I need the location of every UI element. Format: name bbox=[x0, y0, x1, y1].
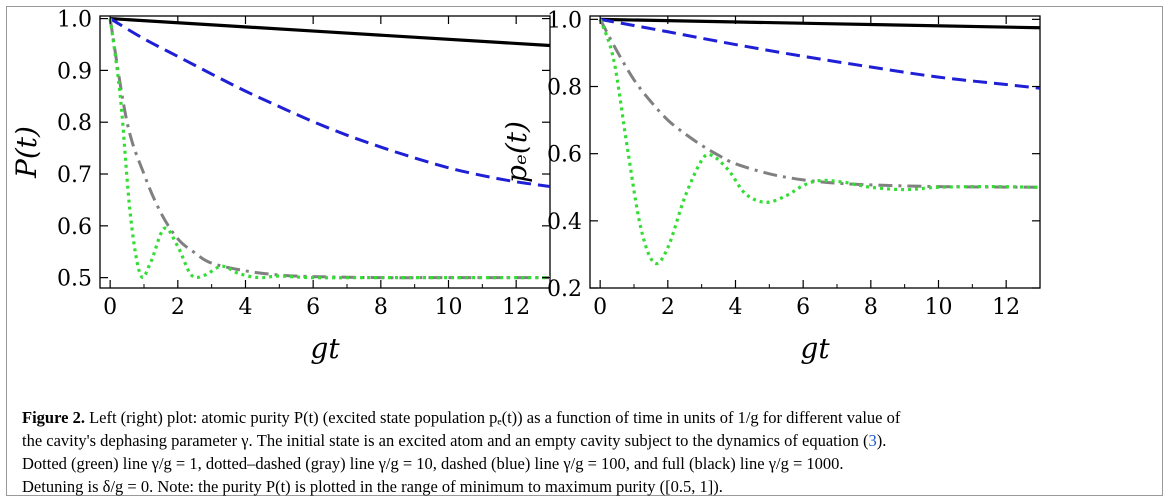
x-tick-label: 0 bbox=[593, 295, 607, 320]
series-line-dashed bbox=[109, 17, 550, 188]
x-tick-label: 4 bbox=[238, 295, 252, 320]
x-tick-label: 8 bbox=[374, 295, 388, 320]
x-tick-label: 12 bbox=[992, 295, 1020, 320]
caption-label: Figure 2. bbox=[22, 408, 85, 427]
x-tick-label: 10 bbox=[924, 295, 952, 320]
x-tick-label: 2 bbox=[171, 295, 185, 320]
series-line-dotted bbox=[108, 18, 550, 280]
x-tick-label: 0 bbox=[103, 295, 117, 320]
x-tick-label: 10 bbox=[434, 295, 462, 320]
x-tick-label: 6 bbox=[796, 295, 810, 320]
y-tick-label: 0.6 bbox=[547, 143, 582, 168]
y-tick-label: 1.0 bbox=[57, 8, 92, 33]
series-line-dotted bbox=[598, 18, 1040, 266]
series-line-solid bbox=[600, 17, 1040, 30]
series-line-dashed bbox=[599, 17, 1040, 90]
plot-frame bbox=[589, 15, 1041, 289]
y-tick-label: 0.7 bbox=[57, 163, 92, 188]
y-tick-label: 0.4 bbox=[547, 210, 582, 235]
figure-frame bbox=[6, 6, 1163, 496]
x-tick-label: 4 bbox=[728, 295, 742, 320]
figure-caption: Figure 2. Left (right) plot: atomic puri… bbox=[22, 406, 1147, 498]
x-axis-label: gt bbox=[800, 332, 830, 365]
y-tick-label: 0.8 bbox=[57, 111, 92, 136]
y-axis-label: pₑ(t) bbox=[500, 121, 533, 183]
caption-line-2: the cavity's dephasing parameter γ. The … bbox=[22, 429, 1147, 452]
caption-line-1: Figure 2. Left (right) plot: atomic puri… bbox=[22, 406, 1147, 429]
x-tick-label: 2 bbox=[661, 295, 675, 320]
y-axis-label: P(t) bbox=[10, 126, 43, 179]
y-tick-label: 0.8 bbox=[547, 76, 582, 101]
left-plot: 0 2 4 6 8 10 12 0.5 0.6 0.7 0.8 0.9 1.0 gt P(t) bbox=[10, 8, 551, 365]
x-axis-label: gt bbox=[310, 332, 340, 365]
series-line-dashdot bbox=[108, 18, 550, 280]
caption-text-2b: ). bbox=[876, 431, 887, 450]
series-line-dashdot bbox=[598, 18, 1040, 189]
plot-frame bbox=[99, 15, 551, 289]
caption-text-2a: the cavity's dephasing parameter γ. The … bbox=[22, 431, 869, 450]
x-tick-label: 6 bbox=[306, 295, 320, 320]
y-tick-label: 0.9 bbox=[57, 59, 92, 84]
y-tick-label: 0.6 bbox=[57, 215, 92, 240]
x-tick-label: 12 bbox=[502, 295, 530, 320]
y-tick-label: 0.2 bbox=[547, 277, 582, 302]
caption-line-4: Detuning is δ/g = 0. Note: the purity P(… bbox=[22, 477, 723, 496]
y-tick-label: 1.0 bbox=[547, 8, 582, 33]
equation-reference-link[interactable]: 3 bbox=[868, 431, 877, 450]
right-plot: 0 2 4 6 8 10 12 0.2 0.4 0.6 0.8 1.0 gt pₑ(t) bbox=[500, 8, 1041, 365]
x-tick-label: 8 bbox=[864, 295, 878, 320]
caption-line-3: Dotted (green) line γ/g = 1, dotted–dash… bbox=[22, 454, 844, 473]
y-tick-label: 0.5 bbox=[57, 267, 92, 292]
series-line-solid bbox=[110, 16, 550, 48]
caption-text-1: Left (right) plot: atomic purity P(t) (e… bbox=[89, 408, 901, 427]
